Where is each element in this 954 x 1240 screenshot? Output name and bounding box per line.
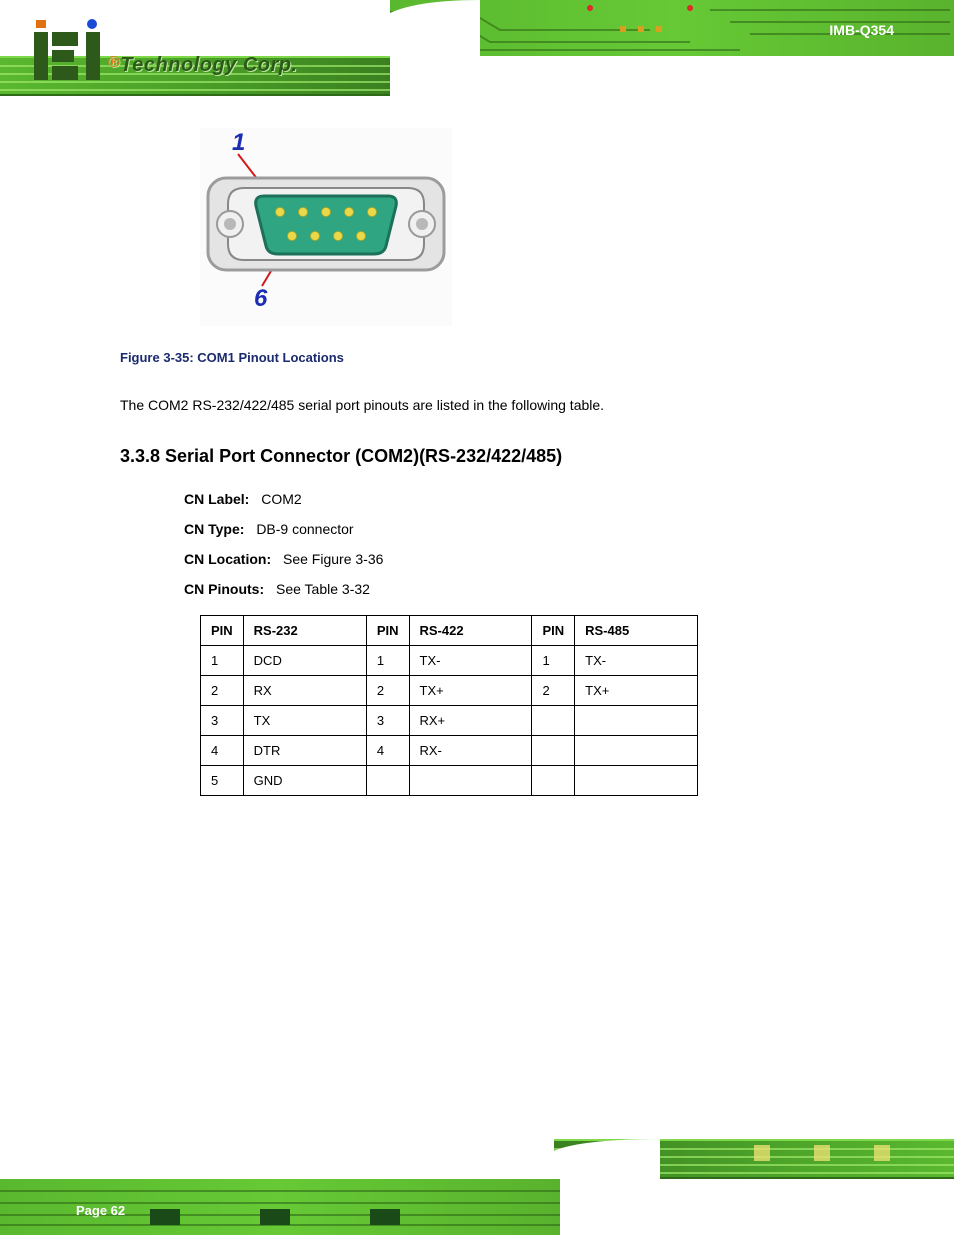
page: ®Technology Corp. IMB-Q354 1 6 (0, 0, 954, 1235)
table-cell: GND (243, 766, 366, 796)
table-cell: RX+ (409, 706, 532, 736)
cn-label-value: COM2 (261, 491, 301, 507)
header-banner: ®Technology Corp. IMB-Q354 (0, 0, 954, 115)
table-cell (575, 766, 698, 796)
table-cell: 2 (532, 676, 575, 706)
table-cell (575, 736, 698, 766)
cn-label-row: CN Label: COM2 (184, 491, 834, 507)
table-cell: RX (243, 676, 366, 706)
cn-location-value: See Figure 3-36 (283, 551, 383, 567)
cn-pinouts-value: See Table 3-32 (276, 581, 370, 597)
table-row: 1 DCD 1 TX- 1 TX- (201, 646, 698, 676)
table-header: RS-232 (243, 616, 366, 646)
table-header: RS-485 (575, 616, 698, 646)
footer-banner: Page 62 (0, 1120, 954, 1235)
section-heading: 3.3.8 Serial Port Connector (COM2)(RS-23… (120, 446, 834, 467)
table-cell (366, 766, 409, 796)
table-header: PIN (532, 616, 575, 646)
cn-location-row: CN Location: See Figure 3-36 (184, 551, 834, 567)
table-cell (409, 766, 532, 796)
cn-pinouts-key: CN Pinouts: (184, 581, 264, 597)
table-header-row: PIN RS-232 PIN RS-422 PIN RS-485 (201, 616, 698, 646)
table-header: RS-422 (409, 616, 532, 646)
figure-caption: Figure 3-35: COM1 Pinout Locations (120, 350, 834, 365)
cn-label-key: CN Label: (184, 491, 249, 507)
table-cell: 3 (201, 706, 244, 736)
table-cell: 2 (366, 676, 409, 706)
product-name: IMB-Q354 (829, 22, 894, 38)
connector-info-block: CN Label: COM2 CN Type: DB-9 connector C… (184, 491, 834, 597)
pin1-label: 1 (232, 129, 245, 156)
table-cell: TX- (409, 646, 532, 676)
pin6-label: 6 (254, 285, 268, 312)
content-area: 1 6 (0, 120, 954, 796)
table-cell: 1 (201, 646, 244, 676)
table-cell: DCD (243, 646, 366, 676)
iei-logo (32, 18, 106, 82)
table-cell: TX (243, 706, 366, 736)
table-row: 3 TX 3 RX+ (201, 706, 698, 736)
table-row: 4 DTR 4 RX- (201, 736, 698, 766)
table-cell: 5 (201, 766, 244, 796)
table-cell: 1 (366, 646, 409, 676)
table-cell: DTR (243, 736, 366, 766)
cn-pinouts-row: CN Pinouts: See Table 3-32 (184, 581, 834, 597)
table-row: 5 GND (201, 766, 698, 796)
table-cell (532, 736, 575, 766)
db9-connector-figure: 1 6 (200, 128, 452, 326)
cn-location-key: CN Location: (184, 551, 271, 567)
intro-paragraph: The COM2 RS-232/422/485 serial port pino… (120, 395, 834, 416)
table-cell: 2 (201, 676, 244, 706)
dsub-insert (256, 196, 397, 254)
table-cell: TX+ (575, 676, 698, 706)
table-cell: 4 (366, 736, 409, 766)
table-row: 2 RX 2 TX+ 2 TX+ (201, 676, 698, 706)
table-cell (575, 706, 698, 736)
brand-text: ®Technology Corp. (108, 54, 298, 77)
table-cell (532, 706, 575, 736)
reg-mark: ® (108, 54, 120, 71)
pinout-table: PIN RS-232 PIN RS-422 PIN RS-485 1 DCD 1… (200, 615, 698, 796)
table-header: PIN (201, 616, 244, 646)
table-cell: 1 (532, 646, 575, 676)
table-cell: TX- (575, 646, 698, 676)
table-cell: RX- (409, 736, 532, 766)
cn-type-value: DB-9 connector (256, 521, 353, 537)
table-cell: TX+ (409, 676, 532, 706)
table-cell: 4 (201, 736, 244, 766)
table-header: PIN (366, 616, 409, 646)
table-cell: 3 (366, 706, 409, 736)
table-cell (532, 766, 575, 796)
page-number: Page 62 (76, 1203, 125, 1218)
brand-name: Technology Corp. (120, 54, 297, 76)
cn-type-row: CN Type: DB-9 connector (184, 521, 834, 537)
cn-type-key: CN Type: (184, 521, 244, 537)
